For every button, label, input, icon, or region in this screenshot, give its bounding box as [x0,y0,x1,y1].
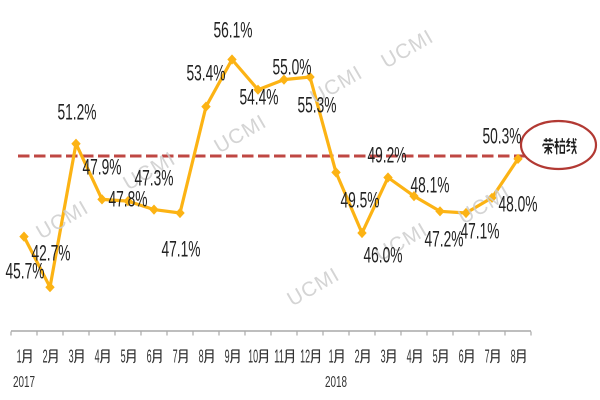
svg-text:3: 3 [69,347,74,367]
svg-text:55.3%: 55.3% [298,93,337,118]
svg-text:10: 10 [248,347,258,367]
svg-text:2: 2 [43,347,48,367]
svg-text:47.1%: 47.1% [162,237,201,262]
svg-text:47.1%: 47.1% [461,219,500,244]
svg-text:8: 8 [199,347,204,367]
svg-text:3: 3 [381,347,386,367]
svg-text:4: 4 [407,347,412,367]
svg-text:47.9%: 47.9% [83,155,122,180]
svg-text:1: 1 [329,347,334,367]
svg-text:11: 11 [274,347,284,367]
svg-text:51.2%: 51.2% [58,100,97,125]
svg-text:5: 5 [121,347,126,367]
svg-text:47.3%: 47.3% [135,166,174,191]
svg-text:5: 5 [433,347,438,367]
svg-text:49.5%: 49.5% [341,188,380,213]
svg-text:6: 6 [459,347,464,367]
svg-text:54.4%: 54.4% [240,85,279,110]
svg-text:8: 8 [511,347,516,367]
svg-text:45.7%: 45.7% [6,259,45,284]
svg-text:56.1%: 56.1% [214,18,253,43]
svg-text:48.0%: 48.0% [499,192,538,217]
svg-text:4: 4 [95,347,100,367]
svg-text:47.2%: 47.2% [425,227,464,252]
svg-text:1: 1 [17,347,22,367]
svg-text:7: 7 [485,347,490,367]
svg-text:49.2%: 49.2% [368,143,407,168]
svg-text:2017: 2017 [13,374,35,391]
svg-text:55.0%: 55.0% [273,55,312,80]
svg-text:48.1%: 48.1% [411,173,450,198]
svg-text:50.3%: 50.3% [483,124,522,149]
svg-text:9: 9 [225,347,230,367]
svg-text:46.0%: 46.0% [364,243,403,268]
svg-text:42.7%: 42.7% [32,241,71,266]
svg-text:12: 12 [300,347,310,367]
svg-text:47.8%: 47.8% [109,187,148,212]
svg-text:2: 2 [355,347,360,367]
svg-text:7: 7 [173,347,178,367]
svg-text:53.4%: 53.4% [187,61,226,86]
svg-text:2018: 2018 [325,374,347,391]
svg-text:6: 6 [147,347,152,367]
